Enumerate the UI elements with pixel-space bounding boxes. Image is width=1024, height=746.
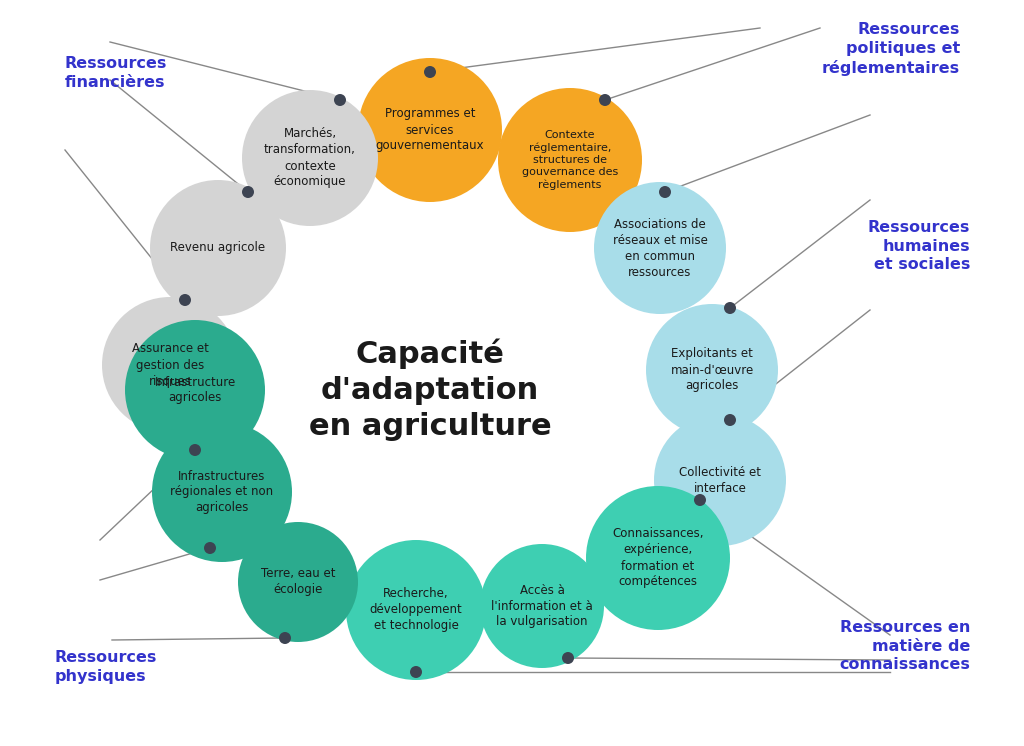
Text: Revenu agricole: Revenu agricole [170,242,265,254]
Circle shape [346,540,486,680]
Text: Recherche,
développement
et technologie: Recherche, développement et technologie [370,588,463,633]
Circle shape [424,66,436,78]
Text: Programmes et
services
gouvernementaux: Programmes et services gouvernementaux [376,107,484,152]
Circle shape [189,444,201,456]
Circle shape [562,652,574,664]
Text: Marchés,
transformation,
contexte
économique: Marchés, transformation, contexte économ… [264,128,356,189]
Circle shape [242,186,254,198]
Circle shape [150,180,286,316]
Circle shape [204,542,216,554]
Text: Ressources
financières: Ressources financières [65,56,167,90]
Circle shape [480,544,604,668]
Text: Ressources
politiques et
réglementaires: Ressources politiques et réglementaires [822,22,961,75]
Circle shape [102,297,238,433]
Text: Ressources
physiques: Ressources physiques [55,650,158,683]
Circle shape [279,632,291,644]
Text: Collectivité et
interface: Collectivité et interface [679,466,761,495]
Circle shape [498,88,642,232]
Circle shape [586,486,730,630]
Circle shape [152,422,292,562]
Circle shape [646,304,778,436]
Circle shape [358,58,502,202]
Text: Ressources
humaines
et sociales: Ressources humaines et sociales [867,220,970,272]
Circle shape [125,320,265,460]
Text: Exploitants et
main-d'œuvre
agricoles: Exploitants et main-d'œuvre agricoles [671,348,754,392]
Text: Associations de
réseaux et mise
en commun
ressources: Associations de réseaux et mise en commu… [612,218,708,278]
Circle shape [694,494,706,506]
Circle shape [599,94,611,106]
Text: Infrastructure
agricoles: Infrastructure agricoles [155,375,236,404]
Circle shape [334,94,346,106]
Circle shape [654,414,786,546]
Circle shape [594,182,726,314]
Text: Ressources en
matière de
connaissances: Ressources en matière de connaissances [839,620,970,672]
Circle shape [410,666,422,678]
Circle shape [724,414,736,426]
Circle shape [242,90,378,226]
Circle shape [724,302,736,314]
Text: Capacité
d'adaptation
en agriculture: Capacité d'adaptation en agriculture [308,339,551,441]
Text: Contexte
réglementaire,
structures de
gouvernance des
règlements: Contexte réglementaire, structures de go… [522,130,618,190]
Text: Terre, eau et
écologie: Terre, eau et écologie [261,568,335,597]
Text: Connaissances,
expérience,
formation et
compétences: Connaissances, expérience, formation et … [612,527,703,589]
Text: Assurance et
gestion des
risques: Assurance et gestion des risques [131,342,209,387]
Text: Infrastructures
régionales et non
agricoles: Infrastructures régionales et non agrico… [170,469,273,515]
Circle shape [659,186,671,198]
Circle shape [238,522,358,642]
Circle shape [179,294,191,306]
Text: Accès à
l'information et à
la vulgarisation: Accès à l'information et à la vulgarisat… [492,583,593,628]
